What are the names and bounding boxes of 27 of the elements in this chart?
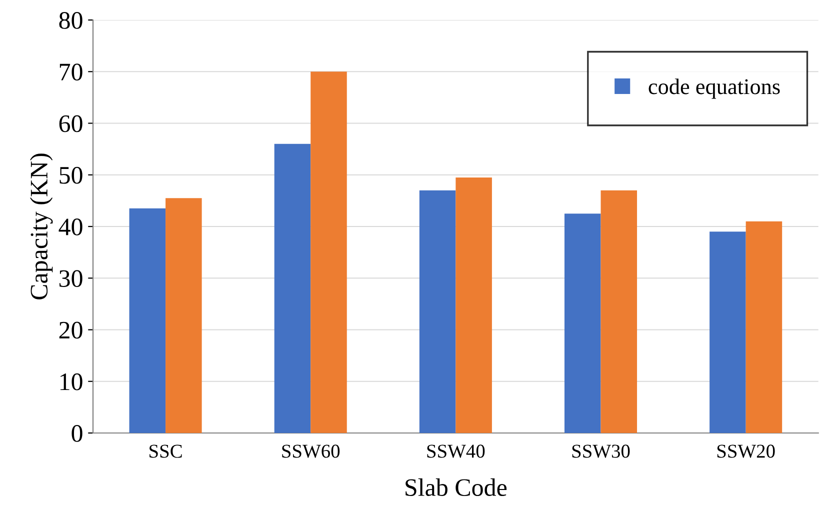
y-tick-label: 50: [60, 166, 82, 184]
bar: [600, 190, 638, 433]
y-tick-label: 10: [60, 373, 82, 390]
bar: [166, 198, 202, 433]
x-tick-label: SSW40: [427, 444, 485, 458]
bar: [310, 72, 347, 433]
x-tick-label: SSC: [150, 444, 182, 458]
x-tick-label: SSW60: [282, 444, 340, 458]
y-tick-label: 40: [58, 218, 82, 236]
bar: [419, 190, 456, 433]
bar: [274, 144, 311, 433]
x-tick-label: SSW30: [572, 444, 630, 458]
bar: [746, 221, 782, 433]
x-tick-label: SSW20: [717, 444, 775, 458]
y-tick-label: 0: [72, 425, 82, 442]
y-tick-label: 70: [60, 64, 82, 81]
legend-label: code equations: [648, 78, 780, 99]
bar: [129, 208, 166, 433]
y-axis-title: Capacity (KN): [30, 154, 53, 300]
y-tick-label: 60: [59, 115, 82, 132]
y-tick-label: 30: [59, 270, 82, 288]
y-tick-label: 20: [59, 322, 82, 339]
bar: [456, 177, 492, 433]
y-tick-label: 80: [59, 12, 82, 29]
x-axis-title: Slab Code: [406, 478, 507, 496]
bar: [564, 214, 601, 433]
bar: [710, 232, 746, 433]
